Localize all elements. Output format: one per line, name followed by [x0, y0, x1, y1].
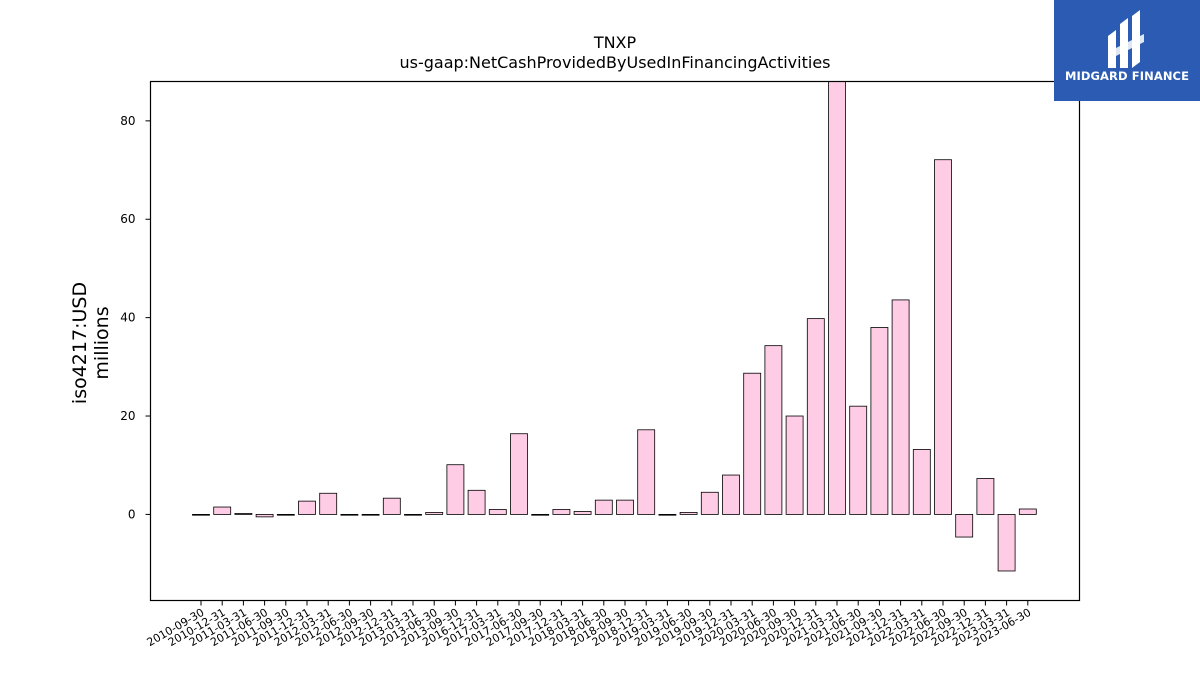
bar-2011-12-31: [298, 500, 316, 515]
bars-layer: [192, 81, 1037, 572]
bar-2017-03-31: [488, 509, 507, 515]
midgard-finance-logo: MIDGARD FINANCE: [1054, 0, 1200, 101]
bar-2019-06-30: [679, 512, 698, 515]
y-axis-label-units: millions: [91, 306, 113, 379]
bar-2022-09-30: [955, 514, 974, 538]
chart-subtitle: us-gaap:NetCashProvidedByUsedInFinancing…: [399, 53, 830, 72]
chart-title: TNXP: [593, 33, 637, 52]
y-tick-label: 60: [120, 212, 135, 226]
bar-2023-03-31: [997, 514, 1016, 572]
bar-2022-12-31: [976, 478, 995, 515]
logo-text: MIDGARD FINANCE: [1064, 69, 1190, 83]
y-tick-label: 0: [128, 507, 136, 521]
bar-2022-06-30: [934, 159, 952, 515]
bar-2020-12-31: [806, 318, 825, 515]
bar-2021-03-31: [828, 81, 846, 515]
bar-2017-12-31: [552, 509, 571, 515]
bar-2012-03-31: [319, 492, 338, 515]
bar-2010-09-30: [192, 514, 210, 516]
bar-2012-09-30: [361, 514, 380, 516]
bar-2017-09-30: [531, 514, 550, 516]
bar-2018-03-31: [573, 511, 592, 515]
bar-2012-12-31: [382, 497, 401, 515]
bar-2013-09-30: [446, 464, 465, 515]
bar-2019-03-31: [658, 514, 677, 516]
bar-2013-03-31: [404, 514, 422, 516]
bar-2019-12-31: [722, 474, 740, 515]
bar-2012-06-30: [340, 514, 359, 516]
bar-2018-09-30: [616, 499, 634, 515]
y-tick-label: 20: [120, 409, 135, 423]
y-tick-label: 80: [120, 114, 135, 128]
y-tick-label: 40: [120, 311, 135, 325]
bar-2017-06-30: [510, 433, 528, 515]
bar-2020-06-30: [764, 345, 783, 515]
bar-2018-12-31: [637, 429, 656, 515]
bar-2019-09-30: [700, 491, 719, 515]
y-axis: 0 20 40 60 80: [120, 114, 151, 521]
midgard-logo-icon: [1108, 10, 1144, 68]
x-axis: 2010-09-302010-12-312011-03-312011-06-30…: [145, 600, 1033, 649]
plot-frame: [149, 80, 1081, 602]
bar-2018-06-30: [594, 499, 613, 515]
bar-2020-03-31: [743, 372, 762, 515]
bar-2011-03-31: [234, 513, 253, 515]
bar-2022-03-31: [912, 449, 931, 515]
bar-2011-09-30: [276, 514, 295, 516]
bar-2023-06-30: [1018, 508, 1037, 515]
bar-2020-09-30: [785, 415, 804, 515]
bar-2021-09-30: [870, 327, 889, 515]
bar-2016-12-31: [467, 489, 486, 515]
bar-2013-06-30: [425, 512, 444, 515]
bar-2021-12-31: [891, 299, 910, 515]
bar-2021-06-30: [849, 405, 868, 515]
y-axis-label: iso4217:USD: [69, 282, 91, 404]
bar-2010-12-31: [213, 506, 232, 515]
bar-2011-06-30: [255, 514, 274, 518]
